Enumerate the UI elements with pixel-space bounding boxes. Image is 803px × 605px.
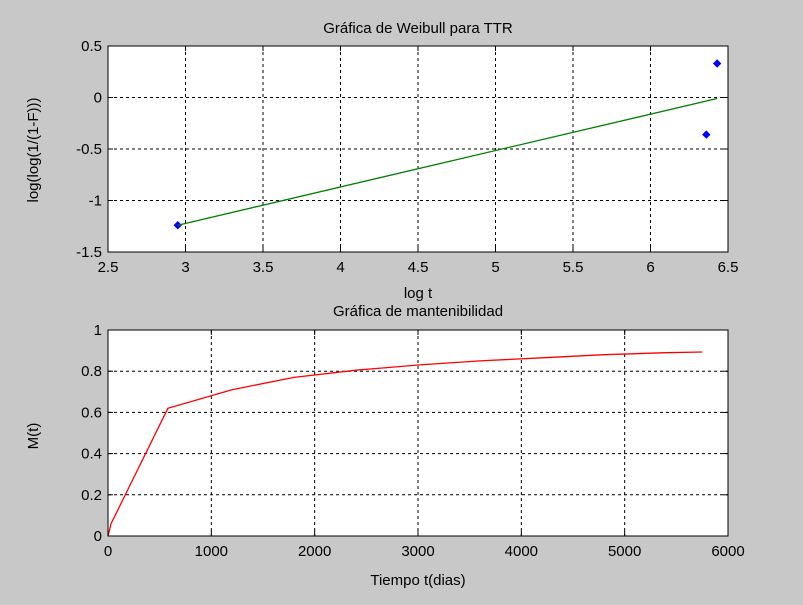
mantenibilidad-y-tick-label: 0.6 xyxy=(81,404,102,421)
mantenibilidad-y-axis-label: M(t) xyxy=(25,423,42,450)
mantenibilidad-x-tick-label: 0 xyxy=(104,543,112,560)
weibull-chart: Gráfica de Weibull para TTR log t log(lo… xyxy=(25,20,738,302)
weibull-x-axis-label: log t xyxy=(404,285,433,302)
mantenibilidad-y-tick-label: 0.8 xyxy=(81,363,102,380)
mantenibilidad-y-tick-label: 0 xyxy=(94,528,102,545)
weibull-y-axis-label: log(log(1/(1-F))) xyxy=(25,97,42,202)
mantenibilidad-y-tick-label: 0.2 xyxy=(81,487,102,504)
weibull-x-tick-label: 5 xyxy=(491,259,499,276)
mantenibilidad-x-tick-label: 2000 xyxy=(298,543,331,560)
weibull-y-tick-label: -0.5 xyxy=(76,141,102,158)
mantenibilidad-x-axis-label: Tiempo t(dias) xyxy=(370,572,465,589)
weibull-y-tick-label: -1.5 xyxy=(76,244,102,261)
weibull-x-tick-label: 6.5 xyxy=(718,259,739,276)
weibull-axes-box xyxy=(107,45,729,253)
weibull-x-tick-label: 3.5 xyxy=(253,259,274,276)
weibull-y-tick-label: -1 xyxy=(89,193,102,210)
weibull-data-point xyxy=(712,59,722,68)
weibull-x-tick-label: 5.5 xyxy=(563,259,584,276)
mantenibilidad-x-tick-label: 1000 xyxy=(195,543,228,560)
weibull-x-tick-label: 4.5 xyxy=(408,259,429,276)
weibull-y-tick-label: 0 xyxy=(94,90,102,107)
weibull-y-tick-label: 0.5 xyxy=(81,38,102,55)
weibull-x-tick-label: 4 xyxy=(336,259,344,276)
mantenibilidad-title: Gráfica de mantenibilidad xyxy=(333,303,503,320)
mantenibilidad-x-tick-label: 3000 xyxy=(401,543,434,560)
mantenibilidad-x-tick-label: 6000 xyxy=(711,543,744,560)
weibull-x-tick-label: 3 xyxy=(181,259,189,276)
weibull-title: Gráfica de Weibull para TTR xyxy=(323,20,513,37)
weibull-series-line xyxy=(177,97,718,226)
mantenibilidad-x-tick-label: 4000 xyxy=(505,543,538,560)
mantenibilidad-x-tick-label: 5000 xyxy=(608,543,641,560)
weibull-x-tick-label: 2.5 xyxy=(98,259,119,276)
weibull-x-tick-label: 6 xyxy=(646,259,654,276)
mantenibilidad-chart: Gráfica de mantenibilidad Tiempo t(dias)… xyxy=(25,303,745,589)
weibull-data-point xyxy=(702,130,711,139)
mantenibilidad-y-tick-label: 1 xyxy=(94,322,102,339)
mantenibilidad-axes-box xyxy=(107,329,729,537)
mantenibilidad-series-line xyxy=(107,351,703,537)
mantenibilidad-y-tick-label: 0.4 xyxy=(81,446,102,463)
